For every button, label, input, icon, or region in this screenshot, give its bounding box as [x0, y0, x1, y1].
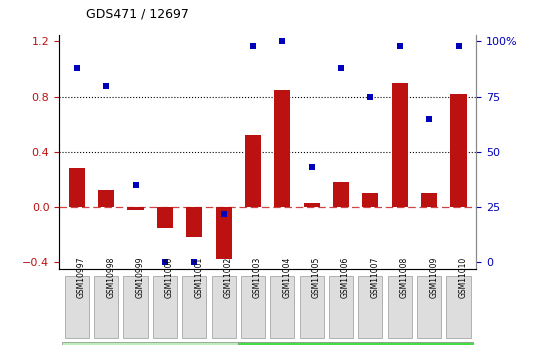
- Point: [249, 43, 257, 49]
- Bar: [157, 207, 173, 228]
- Point: [190, 259, 199, 265]
- Bar: [392, 83, 408, 207]
- Text: GSM11010: GSM11010: [458, 257, 468, 298]
- Bar: [69, 168, 85, 207]
- Point: [395, 43, 404, 49]
- Point: [131, 182, 140, 188]
- Bar: [216, 207, 232, 259]
- FancyBboxPatch shape: [270, 276, 294, 338]
- Point: [102, 83, 110, 88]
- Point: [160, 259, 169, 265]
- Point: [366, 94, 375, 99]
- Bar: [363, 193, 379, 207]
- Text: GSM11009: GSM11009: [429, 257, 438, 298]
- FancyBboxPatch shape: [447, 276, 471, 338]
- Point: [454, 43, 463, 49]
- Point: [220, 211, 228, 216]
- Text: GSM11003: GSM11003: [253, 257, 262, 298]
- Text: GDS471 / 12697: GDS471 / 12697: [86, 8, 189, 21]
- FancyBboxPatch shape: [417, 276, 441, 338]
- FancyBboxPatch shape: [153, 276, 177, 338]
- Bar: [303, 203, 320, 207]
- Bar: [128, 207, 144, 210]
- Text: GSM10999: GSM10999: [136, 257, 145, 298]
- Text: GSM11002: GSM11002: [224, 257, 232, 298]
- FancyBboxPatch shape: [388, 276, 412, 338]
- Point: [425, 116, 434, 121]
- FancyBboxPatch shape: [358, 276, 383, 338]
- FancyBboxPatch shape: [182, 276, 206, 338]
- Text: GSM11005: GSM11005: [312, 257, 321, 298]
- Text: GSM11004: GSM11004: [282, 257, 292, 298]
- FancyBboxPatch shape: [300, 276, 324, 338]
- FancyBboxPatch shape: [211, 276, 236, 338]
- Text: GSM11006: GSM11006: [341, 257, 350, 298]
- Point: [278, 39, 287, 44]
- Text: GSM11001: GSM11001: [194, 257, 203, 298]
- FancyBboxPatch shape: [238, 342, 473, 345]
- Bar: [245, 135, 261, 207]
- FancyBboxPatch shape: [62, 342, 238, 345]
- FancyBboxPatch shape: [65, 276, 89, 338]
- Bar: [421, 193, 437, 207]
- FancyBboxPatch shape: [124, 276, 147, 338]
- FancyBboxPatch shape: [94, 276, 118, 338]
- Bar: [186, 207, 202, 237]
- FancyBboxPatch shape: [241, 276, 265, 338]
- Bar: [98, 190, 114, 207]
- Text: GSM10997: GSM10997: [77, 257, 86, 298]
- Point: [337, 65, 345, 71]
- Text: GSM11008: GSM11008: [400, 257, 409, 298]
- Bar: [274, 90, 291, 207]
- Point: [73, 65, 81, 71]
- Text: GSM11007: GSM11007: [371, 257, 379, 298]
- Text: GSM10998: GSM10998: [106, 257, 115, 298]
- Text: GSM11000: GSM11000: [165, 257, 174, 298]
- Bar: [333, 182, 349, 207]
- FancyBboxPatch shape: [329, 276, 353, 338]
- Point: [307, 165, 316, 170]
- Bar: [450, 94, 466, 207]
